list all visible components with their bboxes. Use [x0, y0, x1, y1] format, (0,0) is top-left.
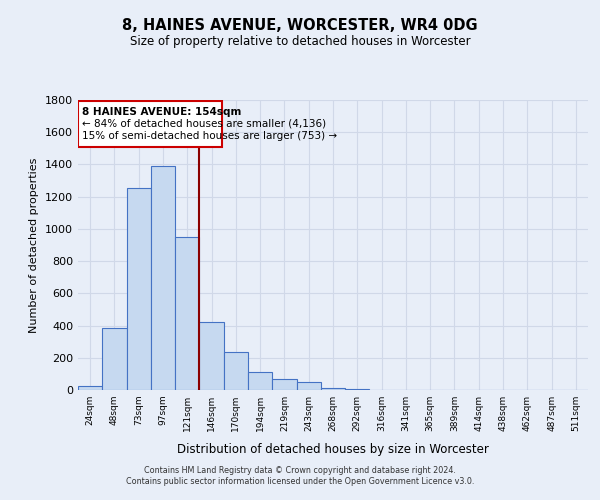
Bar: [127, 188, 151, 390]
Bar: [296, 382, 321, 390]
Text: 15% of semi-detached houses are larger (753) →: 15% of semi-detached houses are larger (…: [82, 130, 337, 140]
Bar: [175, 237, 199, 390]
Bar: [345, 389, 370, 390]
Text: Size of property relative to detached houses in Worcester: Size of property relative to detached ho…: [130, 35, 470, 48]
Bar: [151, 166, 175, 390]
Bar: [78, 386, 102, 390]
Text: Distribution of detached houses by size in Worcester: Distribution of detached houses by size …: [177, 442, 489, 456]
Bar: [199, 322, 224, 390]
Text: 8 HAINES AVENUE: 154sqm: 8 HAINES AVENUE: 154sqm: [82, 107, 242, 117]
Text: Contains public sector information licensed under the Open Government Licence v3: Contains public sector information licen…: [126, 477, 474, 486]
FancyBboxPatch shape: [79, 101, 223, 146]
Text: Contains HM Land Registry data © Crown copyright and database right 2024.: Contains HM Land Registry data © Crown c…: [144, 466, 456, 475]
Bar: [272, 378, 296, 390]
Bar: [102, 328, 127, 390]
Text: ← 84% of detached houses are smaller (4,136): ← 84% of detached houses are smaller (4,…: [82, 119, 326, 129]
Bar: [321, 388, 345, 390]
Bar: [224, 352, 248, 390]
Text: 8, HAINES AVENUE, WORCESTER, WR4 0DG: 8, HAINES AVENUE, WORCESTER, WR4 0DG: [122, 18, 478, 32]
Y-axis label: Number of detached properties: Number of detached properties: [29, 158, 40, 332]
Bar: [248, 372, 272, 390]
